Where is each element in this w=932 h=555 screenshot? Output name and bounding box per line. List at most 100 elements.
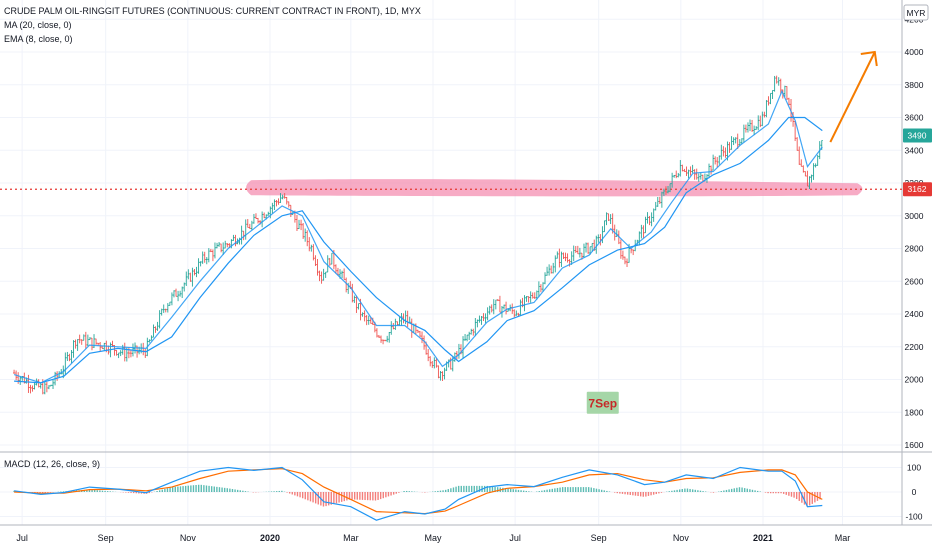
time-axis-tick: Jul — [16, 533, 28, 543]
price-bar — [433, 357, 436, 369]
price-bar — [406, 310, 409, 327]
price-bar — [763, 111, 766, 118]
price-bar — [43, 381, 46, 395]
ema-legend[interactable]: EMA (8, close, 0) — [4, 34, 73, 44]
price-bar — [441, 371, 444, 382]
time-axis-tick: Mar — [835, 533, 851, 543]
price-bar — [648, 216, 651, 226]
price-bar — [699, 172, 702, 180]
price-bar — [316, 259, 319, 276]
price-bar — [605, 212, 608, 226]
price-bar — [115, 350, 118, 356]
price-bar — [654, 201, 657, 211]
price-bar — [710, 165, 713, 175]
ma-legend[interactable]: MA (20, close, 0) — [4, 20, 72, 30]
price-bar — [191, 267, 194, 287]
last-price-label: 3490 — [908, 131, 927, 141]
price-bar — [175, 288, 178, 297]
price-axis-tick: 1800 — [905, 407, 924, 417]
price-bar — [693, 169, 696, 180]
price-bar — [76, 339, 79, 351]
price-axis-tick: 3000 — [905, 211, 924, 221]
price-bar — [638, 231, 641, 246]
price-bar — [320, 271, 323, 284]
price-bar — [408, 316, 411, 324]
price-bar — [273, 199, 276, 211]
price-bar — [679, 160, 682, 177]
price-bar — [556, 251, 559, 259]
macd-legend[interactable]: MACD (12, 26, close, 9) — [4, 459, 101, 469]
price-bar — [494, 299, 497, 310]
price-bar — [19, 376, 22, 385]
price-bar — [170, 292, 173, 306]
price-bar — [732, 137, 735, 146]
time-axis-tick: Sep — [591, 533, 607, 543]
price-bar — [714, 156, 717, 165]
price-bar — [334, 264, 337, 274]
price-bar — [209, 248, 212, 253]
time-axis-tick: Jul — [509, 533, 521, 543]
currency-badge — [903, 4, 929, 21]
price-bar — [298, 219, 301, 230]
price-bar — [386, 335, 389, 343]
price-bar — [275, 199, 278, 207]
price-bar — [810, 174, 813, 183]
price-bar — [720, 144, 723, 160]
price-bar — [287, 201, 290, 208]
price-bar — [400, 313, 403, 326]
price-bar — [667, 186, 670, 194]
price-bar — [603, 220, 606, 233]
price-bar — [158, 310, 161, 329]
price-bar — [787, 97, 790, 106]
price-axis-tick: 2000 — [905, 375, 924, 385]
price-bar — [437, 365, 440, 379]
price-bar — [466, 334, 469, 342]
price-bar — [759, 115, 762, 128]
price-bar — [712, 154, 715, 171]
price-axis-tick: 3600 — [905, 113, 924, 123]
price-bar — [671, 172, 674, 188]
price-bar — [505, 301, 508, 315]
price-bar — [218, 242, 221, 247]
price-bar — [566, 253, 569, 263]
price-bar — [570, 251, 573, 265]
price-bar — [289, 204, 292, 218]
price-bar — [800, 159, 803, 167]
price-bar — [718, 155, 721, 165]
price-bar — [27, 374, 30, 393]
price-bar — [52, 378, 55, 390]
price-bar — [785, 86, 788, 100]
price-bar — [767, 96, 770, 106]
support-price-badge — [903, 182, 932, 197]
price-bar — [142, 342, 145, 356]
price-bar — [492, 299, 495, 315]
price-bar — [728, 142, 731, 153]
last-price-badge — [903, 128, 932, 143]
price-bar — [285, 196, 288, 205]
price-bar — [351, 283, 354, 303]
price-bar — [308, 237, 311, 252]
price-bar — [539, 284, 542, 293]
price-bar — [129, 350, 132, 358]
price-bar — [396, 321, 399, 326]
price-bar — [314, 255, 317, 267]
price-bar — [664, 186, 667, 195]
price-bar — [519, 299, 522, 316]
price-bar — [220, 243, 223, 253]
price-bar — [478, 315, 481, 323]
price-bar — [562, 252, 565, 259]
price-bar — [525, 296, 528, 302]
price-bar — [578, 247, 581, 258]
price-bar — [816, 154, 819, 166]
price-bar — [673, 174, 676, 178]
price-bar — [572, 245, 575, 262]
price-bar — [462, 336, 465, 359]
price-bar — [248, 223, 251, 229]
price-bar — [439, 371, 442, 381]
price-bar — [295, 214, 298, 232]
price-bar — [746, 122, 749, 133]
price-bar — [587, 242, 590, 254]
price-bar — [656, 196, 659, 207]
